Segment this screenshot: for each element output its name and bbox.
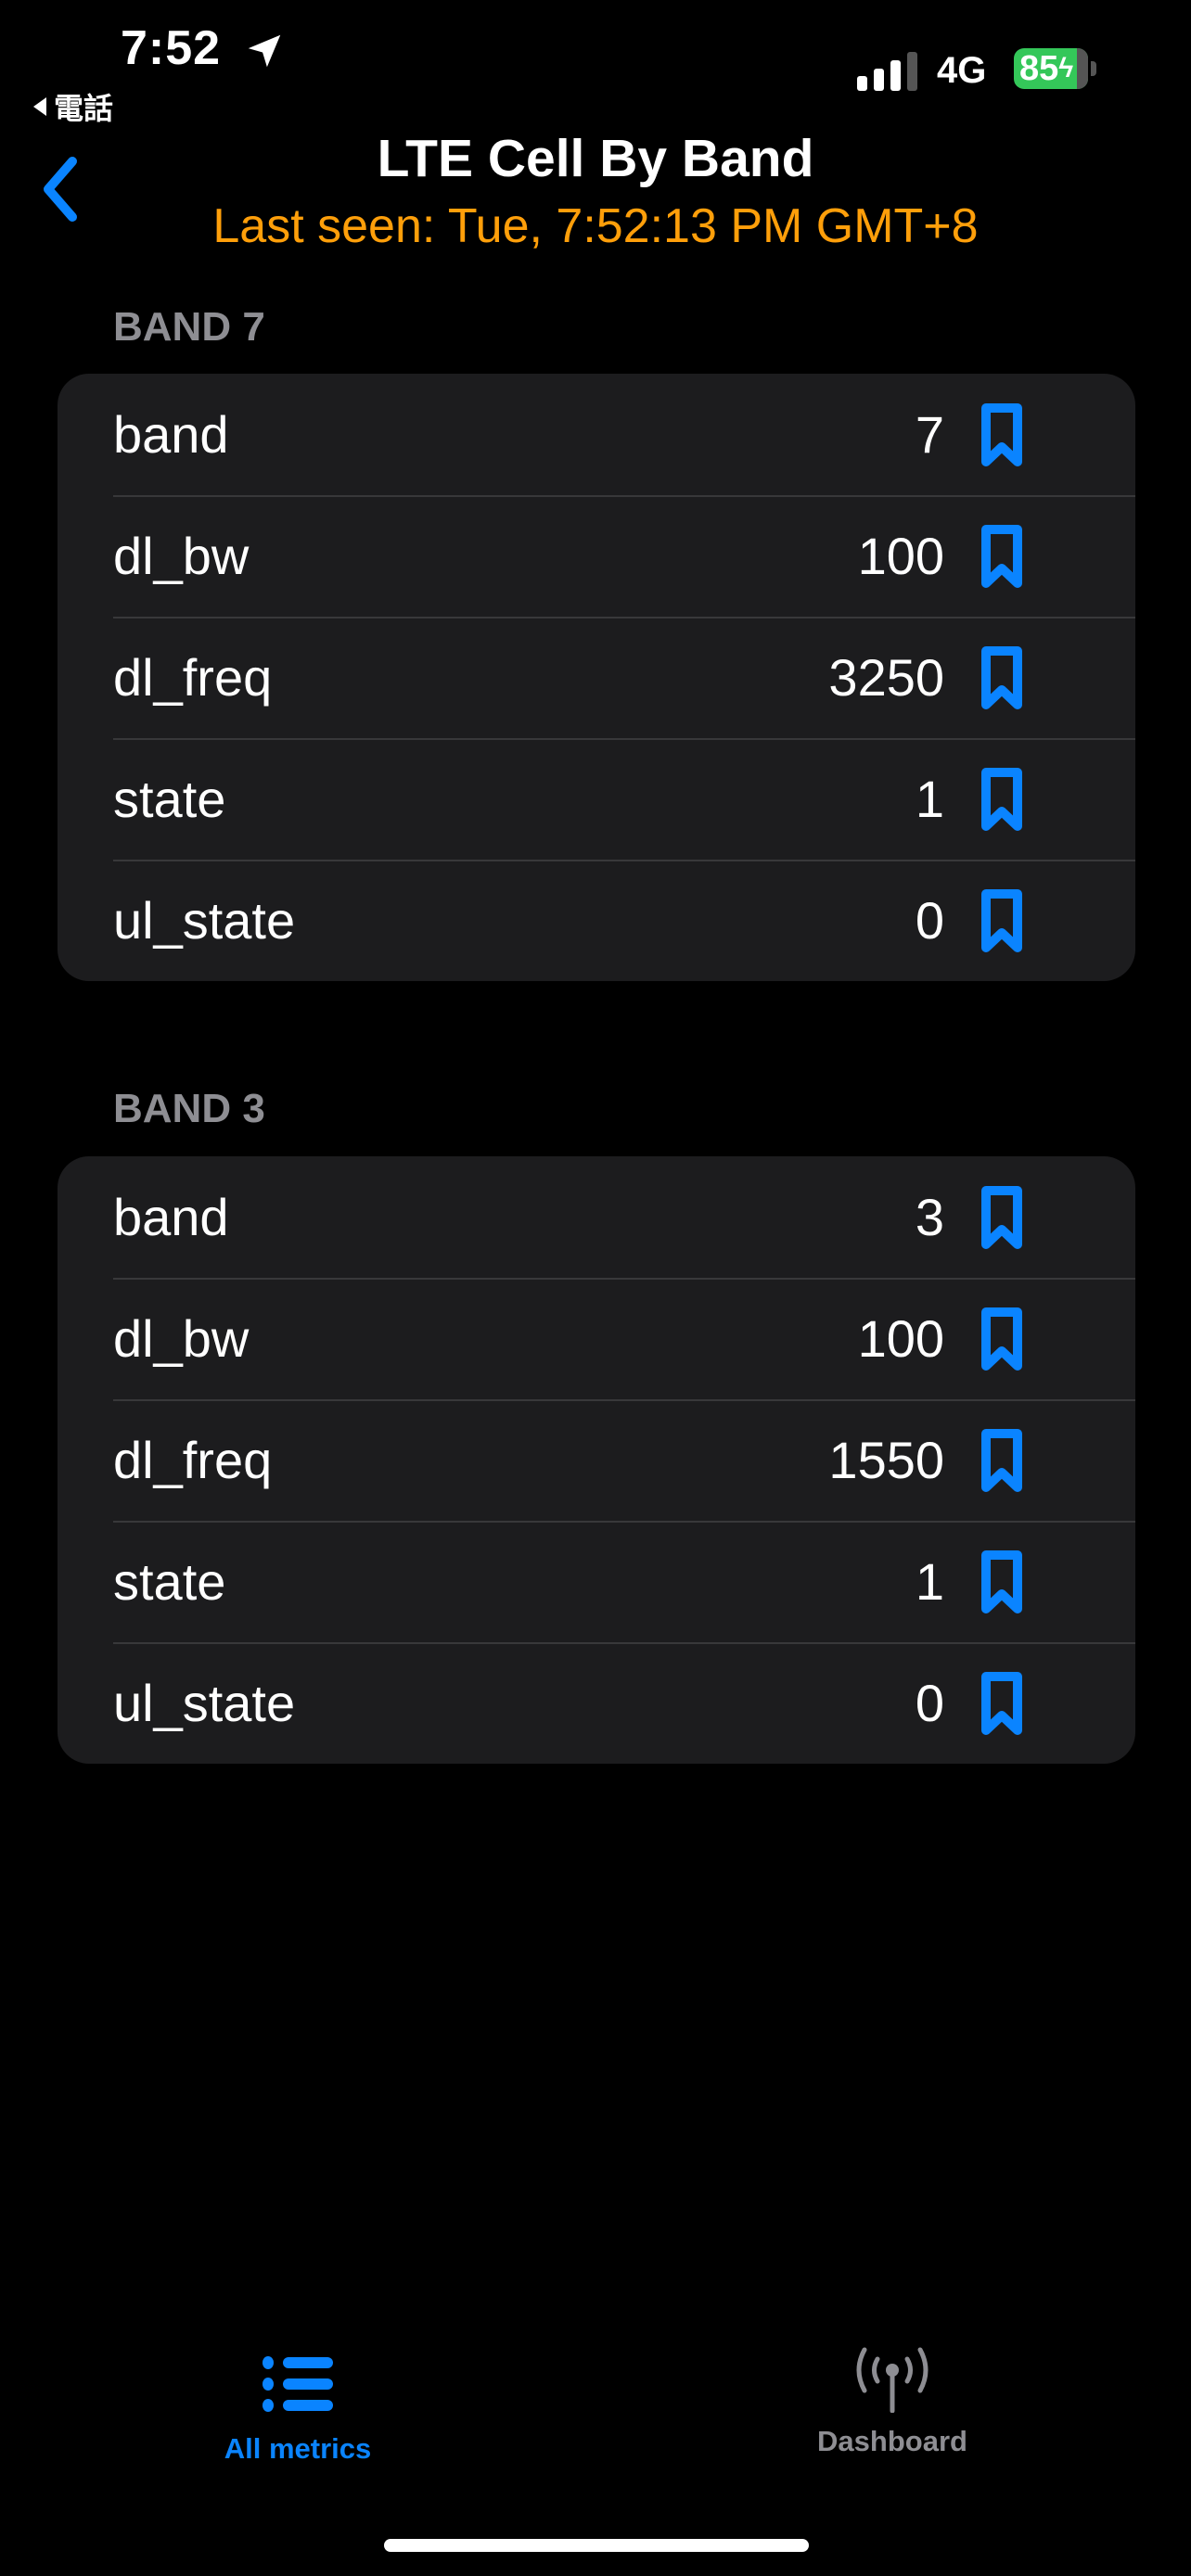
metric-value: 1 (915, 770, 944, 828)
tab-label: All metrics (224, 2432, 372, 2465)
metric-value: 7 (915, 405, 944, 464)
metric-value: 1550 (828, 1431, 944, 1489)
metric-row-dl_freq[interactable]: dl_freq 3250 (58, 617, 1135, 738)
tab-label: Dashboard (817, 2425, 967, 2457)
metric-row-state[interactable]: state 1 (58, 738, 1135, 860)
metric-row-dl_bw[interactable]: dl_bw 100 (58, 1278, 1135, 1399)
metric-value: 0 (915, 1674, 944, 1732)
battery-level: 85 (1019, 48, 1059, 88)
metric-row-dl_freq[interactable]: dl_freq 1550 (58, 1399, 1135, 1521)
metric-row-dl_bw[interactable]: dl_bw 100 (58, 495, 1135, 617)
metric-value: 0 (915, 891, 944, 950)
antenna-icon (856, 2347, 928, 2414)
metric-key: band (113, 1188, 229, 1246)
section-header-band-7: BAND 7 (113, 304, 265, 350)
network-type: 4G (937, 50, 987, 91)
bookmark-icon[interactable] (979, 644, 1025, 712)
metric-row-ul_state[interactable]: ul_state 0 (58, 1642, 1135, 1764)
metric-key: dl_bw (113, 527, 250, 585)
metric-key: dl_freq (113, 1431, 273, 1489)
metric-value: 3 (915, 1188, 944, 1246)
status-time: 7:52 (121, 21, 222, 75)
bookmark-icon[interactable] (979, 1548, 1025, 1616)
list-bullet-icon (263, 2356, 333, 2412)
back-triangle-icon (33, 97, 46, 116)
metric-key: dl_freq (113, 648, 273, 707)
home-indicator[interactable] (384, 2539, 809, 2552)
bookmark-icon[interactable] (979, 1305, 1025, 1373)
metric-value: 100 (857, 527, 944, 585)
bookmark-icon[interactable] (979, 522, 1025, 591)
bookmark-icon[interactable] (979, 1426, 1025, 1495)
charging-bolt-icon: ϟ (1058, 53, 1074, 83)
metric-row-state[interactable]: state 1 (58, 1521, 1135, 1642)
tab-all-metrics[interactable]: All metrics (159, 2355, 437, 2466)
location-arrow-icon (248, 34, 281, 68)
metric-key: ul_state (113, 891, 296, 950)
metric-key: state (113, 1552, 226, 1611)
metric-row-band[interactable]: band 3 (58, 1156, 1135, 1278)
battery-tip (1091, 61, 1096, 76)
metric-key: ul_state (113, 1674, 296, 1732)
back-app-label: 電話 (54, 92, 114, 125)
chevron-left-icon[interactable] (37, 154, 83, 224)
last-seen-subtitle: Last seen: Tue, 7:52:13 PM GMT+8 (212, 199, 979, 253)
metric-key: dl_bw (113, 1309, 250, 1368)
metric-value: 100 (857, 1309, 944, 1368)
bookmark-icon[interactable] (979, 1183, 1025, 1252)
metric-value: 1 (915, 1552, 944, 1611)
tab-dashboard[interactable]: Dashboard (753, 2346, 1031, 2458)
battery-indicator: 85 ϟ (1014, 48, 1088, 89)
bookmark-icon[interactable] (979, 765, 1025, 834)
band-3-card: band 3 dl_bw 100 dl_freq 1550 state 1 ul_state 0 (58, 1156, 1135, 1764)
band-7-card: band 7 dl_bw 100 dl_freq 3250 state 1 ul_state 0 (58, 374, 1135, 981)
metric-key: state (113, 770, 226, 828)
metric-row-ul_state[interactable]: ul_state 0 (58, 860, 1135, 981)
metric-row-band[interactable]: band 7 (58, 374, 1135, 495)
bookmark-icon[interactable] (979, 401, 1025, 469)
metric-key: band (113, 405, 229, 464)
back-to-app-link[interactable]: 電話 (33, 85, 113, 128)
metric-value: 3250 (828, 648, 944, 707)
page-title: LTE Cell By Band (377, 129, 814, 188)
cellular-signal-icon (857, 52, 917, 91)
bookmark-icon[interactable] (979, 886, 1025, 955)
section-header-band-3: BAND 3 (113, 1086, 265, 1131)
bookmark-icon[interactable] (979, 1669, 1025, 1738)
